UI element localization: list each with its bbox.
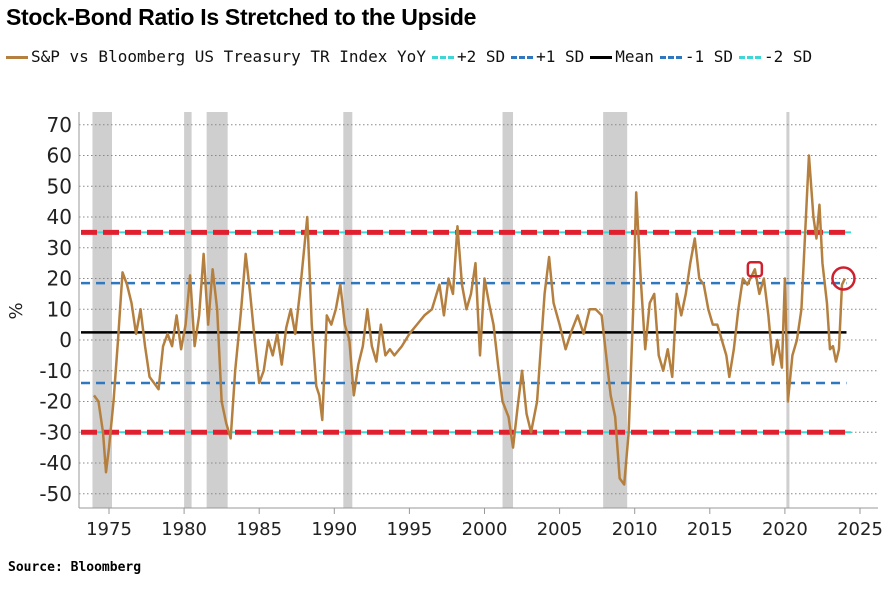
y-tick-label: -20 (39, 390, 72, 414)
x-tick-label: 2005 (537, 519, 583, 540)
legend-label: +1 SD (536, 47, 585, 66)
x-tick-label: 1990 (311, 519, 357, 540)
source-note: Source: Bloomberg (8, 560, 142, 575)
x-tick-label: 2015 (687, 519, 733, 540)
legend-label: +2 SD (456, 47, 506, 66)
y-tick-label: -10 (39, 359, 72, 383)
legend-swatch (431, 56, 454, 59)
x-tick-label: 2000 (462, 519, 508, 540)
x-tick-label: 1995 (386, 519, 432, 540)
legend-label: -1 SD (684, 47, 733, 66)
legend-label: Mean (615, 47, 654, 66)
legend-item: Mean (590, 42, 654, 71)
y-tick-label: 0 (59, 328, 72, 352)
y-tick-label: 50 (47, 174, 72, 198)
recession-band (603, 112, 628, 508)
legend-swatch (659, 56, 682, 59)
legend-item: -2 SD (739, 42, 812, 71)
legend-label: -2 SD (764, 47, 813, 66)
annotation-circle (831, 266, 856, 291)
y-tick-label: -50 (39, 482, 72, 506)
recession-band (343, 112, 353, 508)
recession-band (502, 112, 514, 508)
x-tick-label: 1985 (236, 519, 282, 540)
x-tick-label: 2020 (762, 519, 808, 540)
legend-item: -1 SD (659, 42, 733, 71)
recession-band (786, 112, 790, 508)
x-tick-label: 2025 (837, 519, 883, 540)
y-tick-label: 70 (47, 113, 72, 137)
y-tick-label: 30 (47, 236, 72, 260)
y-tick-label: -30 (39, 420, 72, 444)
x-tick-label: 1980 (161, 519, 207, 540)
series-line (92, 154, 847, 486)
legend-swatch (590, 56, 613, 59)
legend-item: S&P vs Bloomberg US Treasury TR Index Yo… (6, 42, 426, 71)
legend: S&P vs Bloomberg US Treasury TR Index Yo… (6, 42, 866, 71)
legend-swatch (739, 56, 761, 59)
y-tick-label: -40 (39, 451, 72, 475)
legend-label: S&P vs Bloomberg US Treasury TR Index Yo… (31, 47, 426, 66)
legend-item: +2 SD (431, 42, 506, 71)
annotation-square (746, 261, 764, 278)
recession-band (92, 112, 113, 508)
legend-swatch (6, 56, 28, 59)
y-tick-label: 10 (47, 297, 72, 321)
chart-title: Stock-Bond Ratio Is Stretched to the Ups… (6, 4, 477, 30)
y-tick-label: 20 (47, 267, 72, 291)
legend-item: +1 SD (511, 42, 584, 71)
y-tick-label: 60 (47, 144, 72, 168)
x-tick-label: 2010 (612, 519, 658, 540)
x-tick-label: 1975 (86, 519, 132, 540)
legend-swatch (511, 56, 534, 59)
y-tick-label: 40 (47, 205, 72, 229)
y-axis-label: % (6, 302, 27, 319)
